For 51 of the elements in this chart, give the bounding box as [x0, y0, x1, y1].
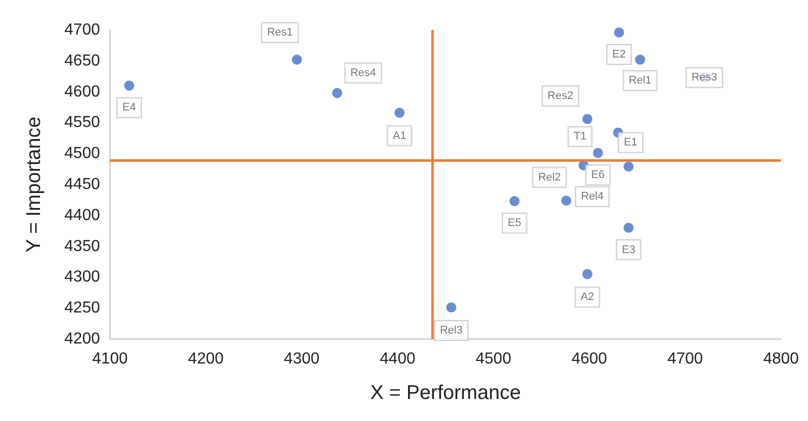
annotation: E1: [624, 136, 638, 149]
point: [592, 148, 603, 158]
y-tick-label: 4200: [64, 330, 100, 348]
x-tick-label: 4500: [476, 350, 512, 368]
annotation: Res4: [350, 67, 376, 80]
point: [394, 108, 404, 118]
point: [292, 54, 302, 65]
x-tick-label: 4300: [284, 350, 320, 368]
annotation: Rel2: [538, 171, 561, 184]
x-axis-title: X = Performance: [370, 382, 521, 404]
y-tick-label: 4650: [64, 52, 100, 70]
y-tick-label: 4450: [64, 176, 100, 193]
y-tick-label: 4550: [64, 114, 100, 132]
annotation: E6: [591, 168, 605, 181]
y-tick-label: 4700: [64, 22, 100, 38]
point: [624, 162, 634, 172]
point: [582, 114, 592, 124]
annotation: E2: [612, 48, 626, 60]
annotation: A1: [392, 130, 406, 142]
point: [446, 302, 456, 312]
y-tick-label: 4600: [64, 83, 100, 100]
annotation: T1: [574, 130, 586, 143]
annotation: Rel1: [628, 74, 652, 87]
annotation: Res2: [548, 90, 574, 102]
x-tick-label: 4700: [667, 350, 704, 368]
y-axis-title: Y = Importance: [23, 116, 45, 252]
point: [614, 27, 624, 38]
annotation: Rel3: [440, 324, 463, 336]
y-tick-label: 4350: [64, 238, 100, 255]
x-tick-label: 4400: [380, 350, 416, 368]
y-tick-label: 4300: [64, 268, 100, 286]
point: [561, 196, 572, 206]
annotation: E4: [122, 102, 136, 114]
point: [624, 222, 634, 233]
point: [124, 80, 134, 91]
annotation: Res1: [267, 26, 293, 39]
y-tick-label: 4250: [64, 300, 100, 317]
annotation: Rel4: [580, 190, 604, 203]
point: [635, 54, 646, 65]
annotation: E5: [508, 217, 522, 230]
annotation: E3: [622, 244, 636, 256]
x-tick-label: 4800: [763, 350, 799, 368]
point: [582, 269, 592, 280]
point: [510, 196, 520, 206]
x-tick-label: 4100: [92, 350, 128, 368]
y-tick-label: 4400: [64, 206, 100, 224]
x-tick-label: 4200: [188, 350, 224, 368]
point: [332, 88, 342, 98]
annotation: A2: [580, 291, 594, 304]
x-tick-label: 4600: [571, 350, 608, 368]
y-tick-label: 4500: [64, 145, 100, 162]
